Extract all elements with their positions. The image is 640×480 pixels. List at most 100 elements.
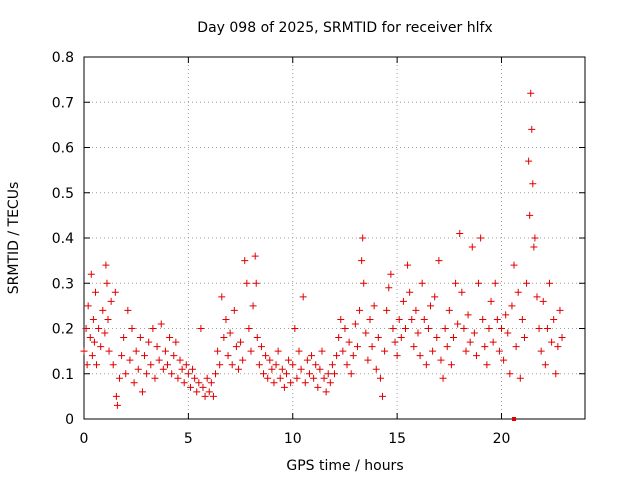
data-point — [528, 125, 536, 133]
data-point — [548, 338, 556, 346]
data-point — [418, 279, 426, 287]
data-point — [84, 302, 92, 310]
data-point — [552, 370, 560, 378]
data-point — [107, 297, 115, 305]
data-point — [104, 315, 112, 323]
data-point — [345, 338, 353, 346]
data-point — [224, 352, 232, 360]
data-point — [381, 347, 389, 355]
data-point — [113, 401, 121, 409]
data-point — [464, 311, 472, 319]
data-point — [293, 374, 301, 382]
data-point — [360, 279, 368, 287]
data-point — [412, 306, 420, 314]
data-point — [120, 334, 128, 342]
data-point — [149, 325, 157, 332]
data-point — [541, 361, 549, 369]
data-point — [359, 234, 367, 242]
data-point — [136, 334, 144, 342]
data-point — [530, 243, 538, 251]
data-point — [130, 379, 138, 387]
data-point — [420, 315, 428, 323]
data-point — [299, 293, 307, 301]
data-point — [525, 157, 533, 165]
data-point — [172, 338, 180, 346]
data-point — [134, 365, 142, 373]
data-point — [314, 383, 322, 391]
tick-layer — [83, 56, 585, 420]
data-point — [312, 361, 320, 369]
data-point — [170, 352, 178, 360]
y-tick-label: 0.8 — [52, 50, 74, 66]
data-point — [370, 302, 378, 310]
data-point — [341, 325, 349, 332]
data-point — [443, 343, 451, 351]
data-point — [174, 374, 182, 382]
y-tick-label: 0.2 — [52, 322, 74, 338]
data-point — [308, 352, 316, 360]
y-tick-label: 0.1 — [52, 367, 74, 383]
data-point — [498, 325, 505, 332]
data-point — [397, 334, 405, 342]
data-point — [320, 374, 328, 382]
data-point — [485, 325, 493, 332]
data-point — [462, 347, 470, 355]
data-point — [437, 356, 445, 364]
data-point — [441, 325, 449, 332]
data-point — [276, 374, 284, 382]
data-point — [410, 343, 418, 351]
data-point — [109, 361, 117, 369]
data-point — [220, 334, 228, 342]
data-point — [531, 234, 539, 242]
data-point — [470, 329, 478, 337]
data-point — [395, 315, 403, 323]
data-point — [88, 352, 96, 360]
data-point — [216, 361, 224, 369]
data-point — [414, 329, 422, 337]
data-point — [222, 315, 230, 323]
data-point — [184, 370, 192, 378]
data-point — [243, 279, 251, 287]
data-point — [207, 379, 215, 387]
data-point — [103, 279, 111, 287]
data-point — [191, 374, 199, 382]
data-point — [550, 315, 558, 323]
data-point — [427, 302, 435, 310]
data-point — [406, 288, 414, 296]
data-point — [543, 325, 551, 332]
data-point — [445, 306, 453, 314]
data-point — [516, 374, 524, 382]
data-point — [197, 325, 205, 332]
data-point — [268, 365, 276, 373]
data-point — [305, 370, 313, 378]
data-point — [182, 361, 190, 369]
data-point — [303, 356, 311, 364]
data-point — [214, 347, 222, 355]
data-point — [318, 347, 326, 355]
data-point — [383, 306, 391, 314]
data-point — [272, 361, 280, 369]
data-point — [500, 356, 508, 364]
data-point — [491, 279, 499, 287]
data-point — [193, 388, 201, 396]
data-point — [189, 365, 197, 373]
data-point — [270, 379, 278, 387]
data-point — [422, 361, 430, 369]
data-point — [456, 229, 464, 237]
data-point — [483, 361, 491, 369]
x-axis-label: GPS time / hours — [286, 458, 403, 474]
data-point — [291, 325, 299, 332]
y-tick-label: 0.7 — [52, 95, 74, 111]
data-point — [201, 392, 209, 400]
data-point — [164, 361, 171, 369]
data-point — [546, 279, 554, 287]
data-point — [331, 370, 338, 378]
y-tick-label: 0.3 — [52, 276, 74, 292]
data-point — [487, 297, 495, 305]
data-point — [138, 388, 146, 396]
data-point — [523, 279, 531, 287]
x-tick-label: 20 — [493, 431, 511, 447]
data-point — [372, 365, 380, 373]
data-point — [472, 352, 480, 360]
